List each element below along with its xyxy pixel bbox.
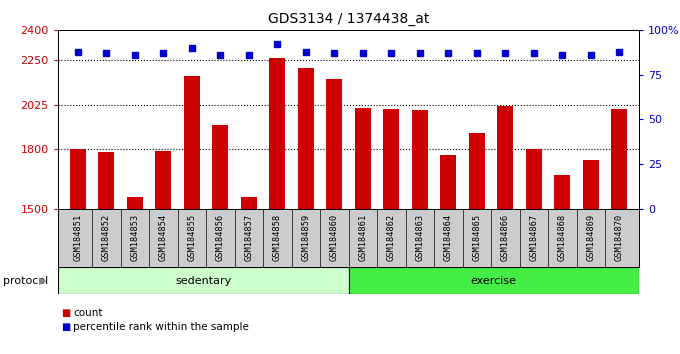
Text: GSM184857: GSM184857 <box>244 213 253 261</box>
Text: GSM184854: GSM184854 <box>158 213 168 261</box>
Text: GSM184855: GSM184855 <box>187 213 197 261</box>
Text: sedentary: sedentary <box>175 275 231 286</box>
Bar <box>269 58 285 209</box>
Text: exercise: exercise <box>471 275 517 286</box>
Bar <box>184 76 200 209</box>
Bar <box>58 267 348 294</box>
Text: GSM184866: GSM184866 <box>500 213 510 261</box>
Bar <box>127 197 143 209</box>
Text: GSM184856: GSM184856 <box>216 213 225 261</box>
Text: GSM184865: GSM184865 <box>472 213 481 261</box>
Text: GSM184868: GSM184868 <box>558 213 566 261</box>
Bar <box>355 108 371 209</box>
Text: GSM184853: GSM184853 <box>131 213 139 261</box>
Text: GSM184860: GSM184860 <box>330 213 339 261</box>
Text: GSM184869: GSM184869 <box>586 213 595 261</box>
Text: GSM184858: GSM184858 <box>273 213 282 261</box>
Text: GSM184862: GSM184862 <box>387 213 396 261</box>
Text: GSM184864: GSM184864 <box>444 213 453 261</box>
Bar <box>526 149 541 209</box>
Text: GSM184870: GSM184870 <box>615 213 624 261</box>
Bar <box>441 155 456 209</box>
Bar <box>412 109 428 209</box>
Text: ■: ■ <box>61 308 71 318</box>
Bar <box>156 151 171 209</box>
Bar <box>611 109 627 209</box>
Text: GSM184859: GSM184859 <box>301 213 310 261</box>
Bar <box>99 152 114 209</box>
Bar <box>70 149 86 209</box>
Bar <box>497 105 513 209</box>
Text: GSM184863: GSM184863 <box>415 213 424 261</box>
Bar <box>326 79 342 209</box>
Bar <box>212 125 228 209</box>
Text: protocol: protocol <box>3 275 49 286</box>
Text: GSM184867: GSM184867 <box>529 213 539 261</box>
Bar <box>349 267 639 294</box>
Text: count: count <box>73 308 103 318</box>
Bar <box>241 197 256 209</box>
Bar <box>298 68 313 209</box>
Bar <box>583 160 598 209</box>
Text: GSM184851: GSM184851 <box>73 213 82 261</box>
Text: percentile rank within the sample: percentile rank within the sample <box>73 322 250 332</box>
Bar <box>554 175 570 209</box>
Text: GSM184861: GSM184861 <box>358 213 367 261</box>
Bar <box>469 133 485 209</box>
Bar <box>384 109 399 209</box>
Text: GSM184852: GSM184852 <box>102 213 111 261</box>
Text: ■: ■ <box>61 322 71 332</box>
Title: GDS3134 / 1374438_at: GDS3134 / 1374438_at <box>268 12 429 26</box>
Text: ▶: ▶ <box>39 275 47 286</box>
